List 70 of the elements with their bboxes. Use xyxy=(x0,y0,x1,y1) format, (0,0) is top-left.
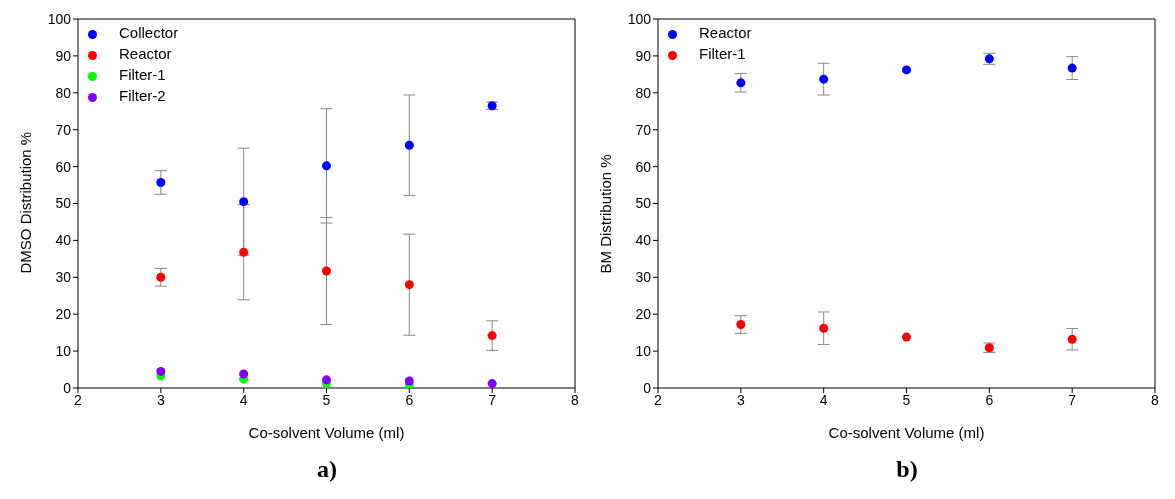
y-tick-label: 90 xyxy=(635,47,652,64)
x-axis-title: Co-solvent Volume (ml) xyxy=(828,424,985,441)
y-tick-label: 80 xyxy=(635,84,652,101)
x-tick-label: 8 xyxy=(571,391,580,408)
x-tick-label: 7 xyxy=(488,391,497,408)
point xyxy=(736,78,746,88)
point xyxy=(819,74,829,84)
y-tick-label: 70 xyxy=(635,121,652,138)
point xyxy=(321,266,332,276)
x-tick-label: 3 xyxy=(736,391,745,408)
point xyxy=(239,247,249,257)
legend-label: Filter-2 xyxy=(119,87,166,104)
y-tick-label: 60 xyxy=(635,158,652,175)
x-tick-label: 4 xyxy=(819,391,828,408)
point xyxy=(321,161,332,171)
y-tick-label: 0 xyxy=(643,379,652,396)
legend-label: Reactor xyxy=(699,24,752,41)
text: b) xyxy=(895,456,919,483)
y-tick-label: 30 xyxy=(55,269,72,286)
point xyxy=(819,323,829,333)
legend-label: Reactor xyxy=(119,45,172,62)
point xyxy=(156,177,166,187)
point xyxy=(901,332,912,342)
text: a) xyxy=(316,456,338,483)
y-tick-label: 90 xyxy=(55,47,72,64)
y-tick-label: 40 xyxy=(635,232,652,249)
point xyxy=(239,197,249,207)
x-tick-label: 7 xyxy=(1068,391,1077,408)
point xyxy=(239,369,249,379)
point xyxy=(1067,63,1077,73)
x-tick-label: 2 xyxy=(654,391,663,408)
point xyxy=(404,140,414,150)
y-tick-label: 10 xyxy=(55,343,72,360)
legend-label: Filter-1 xyxy=(119,66,166,83)
y-tick-label: 70 xyxy=(55,121,72,138)
point xyxy=(156,366,166,376)
legend-label: Filter-1 xyxy=(699,45,746,62)
point xyxy=(1067,334,1077,344)
point xyxy=(156,272,166,282)
x-tick-label: 6 xyxy=(985,391,994,408)
point xyxy=(487,331,497,341)
y-tick-label: 20 xyxy=(55,306,72,323)
x-tick-label: 5 xyxy=(902,391,911,408)
point xyxy=(736,320,746,330)
x-tick-label: 3 xyxy=(156,391,165,408)
x-tick-label: 4 xyxy=(239,391,248,408)
point xyxy=(487,379,497,388)
y-tick-label: 50 xyxy=(55,195,72,212)
x-tick-label: 2 xyxy=(74,391,83,408)
y-tick-label: 40 xyxy=(55,232,72,249)
y-tick-label: 10 xyxy=(635,343,652,360)
point xyxy=(321,375,332,385)
x-tick-label: 8 xyxy=(1151,391,1160,408)
y-tick-label: 50 xyxy=(635,195,652,212)
y-tick-label: 30 xyxy=(635,269,652,286)
y-axis-title: BM Distribution % xyxy=(597,154,615,274)
y-axis-title: DMSO Distribution % xyxy=(17,131,35,274)
point xyxy=(404,376,414,386)
legend-label: Collector xyxy=(119,24,179,41)
x-tick-label: 5 xyxy=(322,391,331,408)
x-axis-title: Co-solvent Volume (ml) xyxy=(248,424,405,441)
point xyxy=(404,280,414,290)
y-tick-label: 20 xyxy=(635,306,652,323)
y-tick-label: 100 xyxy=(627,10,652,27)
y-tick-label: 0 xyxy=(63,379,72,396)
x-tick-label: 6 xyxy=(405,391,414,408)
y-tick-label: 100 xyxy=(47,10,72,27)
point xyxy=(901,65,912,75)
y-tick-label: 60 xyxy=(55,158,72,175)
y-tick-label: 80 xyxy=(55,84,72,101)
